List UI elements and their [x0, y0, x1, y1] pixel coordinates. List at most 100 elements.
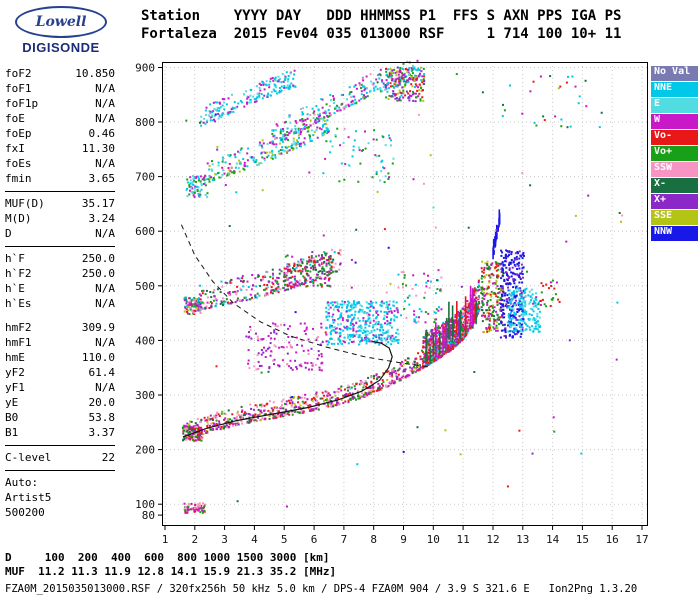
param-row: M(D) 3.24 — [5, 211, 115, 226]
legend-item-x: X- — [651, 178, 698, 193]
distance-row: D 100 200 400 600 800 1000 1500 3000 [km… — [5, 551, 330, 564]
param-value: 10.850 — [75, 67, 115, 80]
param-row: C-level 22 — [5, 450, 115, 465]
param-group: MUF(D) 35.17 M(D) 3.24 D N/A — [5, 192, 115, 247]
param-row: Auto: — [5, 475, 115, 490]
param-value: 20.0 — [88, 396, 116, 409]
param-label: B1 — [5, 426, 19, 439]
param-label: h`E — [5, 282, 25, 295]
param-row: yE 20.0 — [5, 395, 115, 410]
footer-info: FZA0M_2015035013000.RSF / 320fx256h 50 k… — [5, 583, 638, 595]
param-value: N/A — [95, 381, 115, 394]
legend-item-noval: No Val — [651, 66, 698, 81]
param-row: foF1 N/A — [5, 81, 115, 96]
param-row: MUF(D) 35.17 — [5, 196, 115, 211]
param-label: h`Es — [5, 297, 32, 310]
param-value: N/A — [95, 227, 115, 240]
param-row: hmF1 N/A — [5, 335, 115, 350]
param-label: foF1 — [5, 82, 32, 95]
param-row: h`F 250.0 — [5, 251, 115, 266]
param-row: h`F2 250.0 — [5, 266, 115, 281]
param-value: 110.0 — [81, 351, 115, 364]
param-row: foE N/A — [5, 111, 115, 126]
param-value: N/A — [95, 282, 115, 295]
param-row: hmE 110.0 — [5, 350, 115, 365]
station-header-columns: Station YYYY DAY DDD HHMMSS P1 FFS S AXN… — [141, 8, 622, 24]
param-label: foEp — [5, 127, 32, 140]
legend-item-nnw: NNW — [651, 226, 698, 241]
param-label: fmin — [5, 172, 32, 185]
param-label: Auto: — [5, 476, 39, 489]
param-value: N/A — [95, 82, 115, 95]
parameter-panel: foF2 10.850 foF1 N/A foF1p N/A foE N/A foEp 0.46 f… — [5, 62, 115, 525]
param-label: yF2 — [5, 366, 25, 379]
param-row: foEs N/A — [5, 156, 115, 171]
param-group: C-level 22 — [5, 446, 115, 471]
grid-lines — [162, 62, 648, 526]
legend-item-x: X+ — [651, 194, 698, 209]
param-label: C-level — [5, 451, 52, 464]
param-value: 0.46 — [88, 127, 116, 140]
param-value: 35.17 — [81, 197, 115, 210]
param-value: 3.37 — [88, 426, 116, 439]
param-row: foF2 10.850 — [5, 66, 115, 81]
legend-item-nne: NNE — [651, 82, 698, 97]
param-value: 3.65 — [88, 172, 116, 185]
true-height-profile — [182, 340, 393, 438]
param-value: N/A — [95, 97, 115, 110]
legend: No Val NNE E W Vo- Vo+ SSW X- X+ SSE NNW — [651, 66, 698, 242]
param-label: Artist5 — [5, 491, 52, 504]
param-value: 250.0 — [81, 252, 115, 265]
legend-item-w: W — [651, 114, 698, 129]
param-label: 500200 — [5, 506, 45, 519]
legend-item-vo: Vo+ — [651, 146, 698, 161]
param-label: fxI — [5, 142, 25, 155]
param-row: yF2 61.4 — [5, 365, 115, 380]
param-value: 61.4 — [88, 366, 116, 379]
legend-item-sse: SSE — [651, 210, 698, 225]
echo-points — [181, 59, 624, 514]
param-value: N/A — [95, 297, 115, 310]
param-row: D N/A — [5, 226, 115, 241]
param-row: B0 53.8 — [5, 410, 115, 425]
param-value: 11.30 — [81, 142, 115, 155]
axis-ticks-labels: 1 2 3 4 5 6 7 8 9 10 11 12 13 14 15 16 17801002003004005… — [135, 62, 649, 547]
legend-item-e: E — [651, 98, 698, 113]
param-row: foF1p N/A — [5, 96, 115, 111]
param-row: hmF2 309.9 — [5, 320, 115, 335]
param-label: M(D) — [5, 212, 32, 225]
param-row: B1 3.37 — [5, 425, 115, 440]
param-label: foF2 — [5, 67, 32, 80]
param-row: h`E N/A — [5, 281, 115, 296]
param-group: h`F 250.0 h`F2 250.0 h`E N/A h`Es N/A — [5, 247, 115, 316]
param-value: N/A — [95, 336, 115, 349]
param-row: foEp 0.46 — [5, 126, 115, 141]
muf-transmission-curve — [180, 224, 431, 368]
param-row: fxI 11.30 — [5, 141, 115, 156]
param-label: B0 — [5, 411, 19, 424]
lowell-digisonde-logo: Lowell DIGISONDE — [8, 6, 114, 55]
param-label: h`F2 — [5, 267, 32, 280]
param-label: foEs — [5, 157, 32, 170]
param-row: yF1 N/A — [5, 380, 115, 395]
param-label: MUF(D) — [5, 197, 45, 210]
param-value: N/A — [95, 157, 115, 170]
param-label: hmE — [5, 351, 25, 364]
param-label: foF1p — [5, 97, 39, 110]
param-value: 309.9 — [81, 321, 115, 334]
param-value: 250.0 — [81, 267, 115, 280]
legend-item-vo: Vo- — [651, 130, 698, 145]
param-label: hmF1 — [5, 336, 32, 349]
param-value: 22 — [101, 451, 115, 464]
plot-border — [162, 62, 648, 526]
station-header-values: Fortaleza 2015 Fev04 035 013000 RSF 1 71… — [141, 26, 622, 42]
param-row: fmin 3.65 — [5, 171, 115, 186]
param-row: Artist5 — [5, 490, 115, 505]
param-value: N/A — [95, 112, 115, 125]
param-label: yF1 — [5, 381, 25, 394]
ionogram-plot: 1 2 3 4 5 6 7 8 9 10 11 12 13 14 15 16 17801002003004005… — [135, 59, 649, 546]
param-row: h`Es N/A — [5, 296, 115, 311]
logo-lowell-text: Lowell — [35, 14, 87, 30]
param-label: yE — [5, 396, 19, 409]
